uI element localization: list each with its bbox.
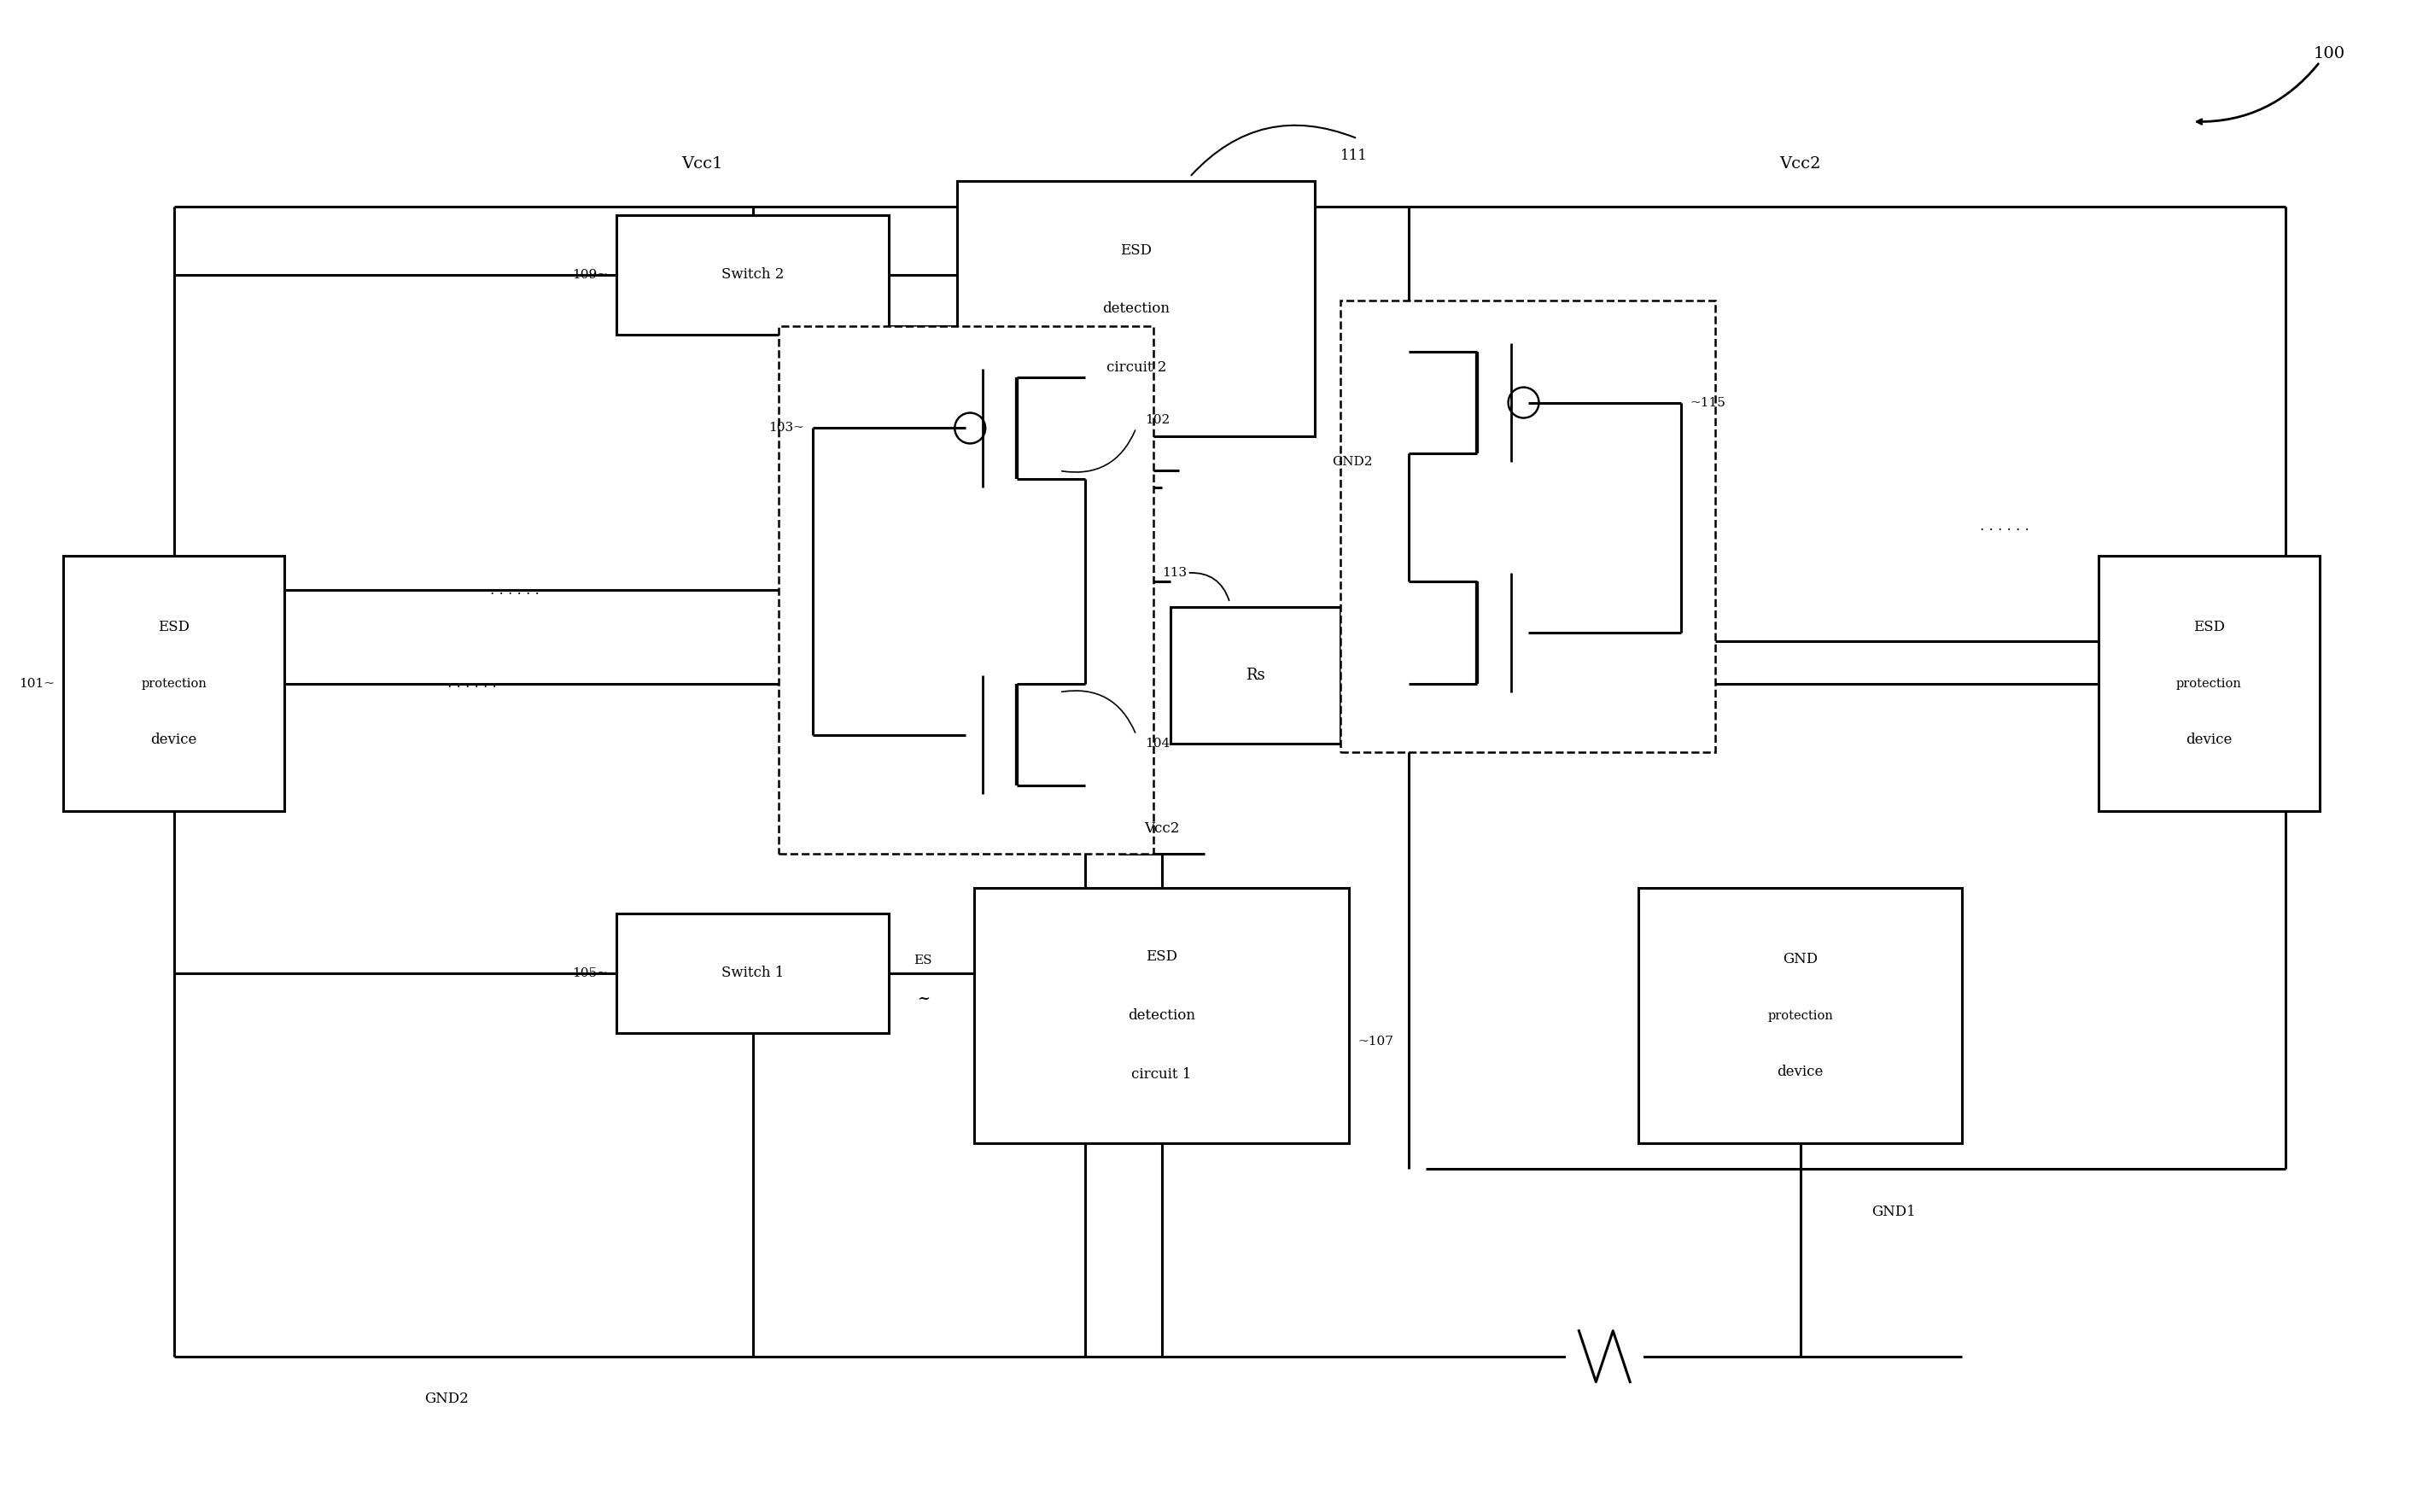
Text: GND2: GND2 [425, 1391, 469, 1406]
Text: protection: protection [1767, 1010, 1832, 1022]
Bar [1639, 888, 1963, 1143]
Text: ~: ~ [916, 990, 931, 1007]
Text: circuit 1: circuit 1 [1131, 1067, 1192, 1081]
Text: ~107: ~107 [1358, 1036, 1392, 1048]
Text: . . . . . .: . . . . . . [447, 676, 495, 691]
Text: Switch 2: Switch 2 [723, 268, 783, 283]
Text: GND: GND [1784, 953, 1818, 966]
Text: GND2: GND2 [1332, 457, 1373, 469]
Text: ESD: ESD [1121, 243, 1153, 257]
Text: GND1: GND1 [1871, 1205, 1917, 1219]
Text: ESD: ESD [157, 620, 189, 635]
Text: 113: 113 [1163, 567, 1187, 579]
Text: 109~: 109~ [573, 269, 609, 281]
Text: 111: 111 [1341, 148, 1368, 163]
Text: 101~: 101~ [19, 677, 56, 689]
Text: Vcc1: Vcc1 [682, 156, 723, 172]
Text: device: device [2185, 732, 2233, 747]
Bar [1341, 301, 1716, 751]
Bar [616, 913, 889, 1033]
Text: detection: detection [1129, 1009, 1196, 1024]
Text: 104: 104 [1146, 738, 1170, 750]
Text: 105~: 105~ [573, 968, 609, 980]
Bar [63, 556, 285, 812]
Text: . . . . . .: . . . . . . [491, 582, 539, 597]
Text: Vcc2: Vcc2 [1143, 821, 1179, 836]
Text: device: device [150, 732, 198, 747]
Text: protection: protection [2175, 677, 2243, 689]
Text: ES: ES [914, 954, 933, 966]
Bar [957, 181, 1315, 437]
Text: circuit 2: circuit 2 [1107, 360, 1165, 375]
Bar [616, 215, 889, 334]
Text: 103~: 103~ [769, 422, 805, 434]
Text: 102: 102 [1146, 414, 1170, 425]
Text: protection: protection [140, 677, 208, 689]
Text: Switch 1: Switch 1 [723, 966, 783, 980]
Bar [974, 888, 1349, 1143]
Bar [778, 327, 1153, 854]
Bar [1170, 606, 1341, 744]
Bar [2098, 556, 2320, 812]
Text: Vcc2: Vcc2 [1779, 156, 1820, 172]
Text: 100: 100 [2313, 45, 2344, 60]
Text: detection: detection [1102, 302, 1170, 316]
Text: ~115: ~115 [1689, 396, 1726, 408]
Text: Rs: Rs [1245, 667, 1264, 683]
Text: device: device [1776, 1064, 1822, 1080]
Text: ESD: ESD [1146, 950, 1177, 965]
Text: ESD: ESD [2192, 620, 2226, 635]
Text: . . . . . .: . . . . . . [1980, 519, 2030, 534]
